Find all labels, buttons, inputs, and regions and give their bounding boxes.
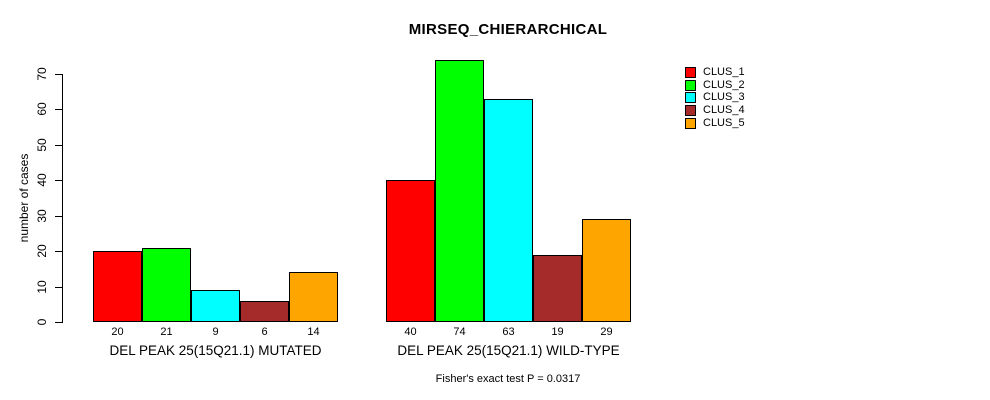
legend-swatch <box>685 104 696 116</box>
y-tick-label: 70 <box>35 67 49 81</box>
y-axis-title: number of cases <box>17 153 31 243</box>
y-axis-line <box>62 74 63 323</box>
legend-label: CLUS_5 <box>703 116 745 129</box>
y-tick <box>55 216 62 217</box>
legend: CLUS_1 CLUS_2 CLUS_3 CLUS_4 CLUS_5 <box>685 66 745 129</box>
legend-label: CLUS_4 <box>703 103 745 116</box>
bar-value-label: 63 <box>502 326 515 338</box>
y-tick <box>55 109 62 110</box>
bar <box>582 219 631 322</box>
legend-swatch <box>685 117 696 129</box>
bar <box>484 99 533 322</box>
legend-item: CLUS_2 <box>685 79 745 92</box>
bar-value-label: 6 <box>261 326 268 338</box>
legend-swatch <box>685 66 696 78</box>
bar-value-label: 9 <box>212 326 219 338</box>
bar <box>93 251 142 322</box>
bar-value-label: 19 <box>551 326 564 338</box>
legend-item: CLUS_5 <box>685 117 745 130</box>
y-tick-label: 0 <box>35 318 49 326</box>
x-group-label: DEL PEAK 25(15Q21.1) WILD-TYPE <box>397 343 620 358</box>
y-tick-label: 50 <box>35 138 49 152</box>
y-tick <box>55 287 62 288</box>
y-tick <box>55 251 62 252</box>
legend-item: CLUS_4 <box>685 104 745 117</box>
y-tick <box>55 180 62 181</box>
legend-item: CLUS_3 <box>685 91 745 104</box>
y-tick-label: 60 <box>35 102 49 116</box>
legend-item: CLUS_1 <box>685 66 745 79</box>
bar-value-label: 21 <box>160 326 173 338</box>
y-tick <box>55 145 62 146</box>
y-tick-label: 20 <box>35 244 49 258</box>
bar <box>289 272 338 322</box>
x-group-label: DEL PEAK 25(15Q21.1) MUTATED <box>109 343 322 358</box>
chart-title: MIRSEQ_CHIERARCHICAL <box>408 21 608 38</box>
legend-swatch <box>685 79 696 91</box>
bar-value-label: 40 <box>404 326 417 338</box>
y-tick <box>55 322 62 323</box>
y-tick-label: 30 <box>35 209 49 223</box>
legend-swatch <box>685 92 696 104</box>
bar <box>142 248 191 322</box>
bar-value-label: 74 <box>453 326 466 338</box>
y-tick <box>55 74 62 75</box>
bar <box>240 301 289 322</box>
y-tick-label: 40 <box>35 173 49 187</box>
bar <box>533 255 582 322</box>
bar-value-label: 14 <box>307 326 320 338</box>
y-tick-label: 10 <box>35 280 49 294</box>
legend-label: CLUS_1 <box>703 65 745 78</box>
bar <box>191 290 240 322</box>
bar <box>386 180 435 322</box>
annotation-pvalue: Fisher's exact test P = 0.0317 <box>435 373 581 385</box>
bar-value-label: 29 <box>600 326 613 338</box>
legend-label: CLUS_2 <box>703 78 745 91</box>
bar <box>435 60 484 322</box>
legend-label: CLUS_3 <box>703 91 745 104</box>
bar-value-label: 20 <box>111 326 124 338</box>
